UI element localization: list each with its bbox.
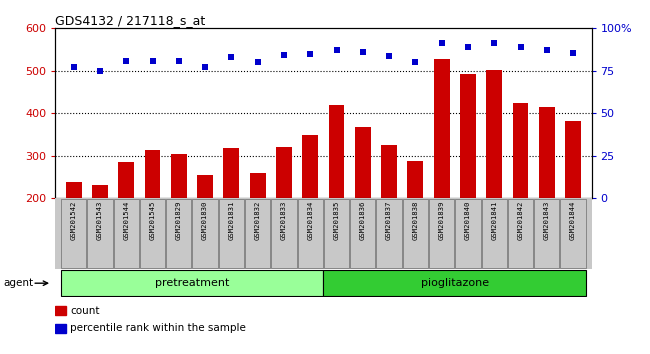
Text: count: count xyxy=(70,306,99,316)
FancyBboxPatch shape xyxy=(508,199,533,268)
FancyBboxPatch shape xyxy=(456,199,480,268)
FancyBboxPatch shape xyxy=(429,199,454,268)
Text: GSM201841: GSM201841 xyxy=(491,200,497,240)
Text: GSM201829: GSM201829 xyxy=(176,200,182,240)
FancyBboxPatch shape xyxy=(192,199,218,268)
Text: agent: agent xyxy=(3,278,33,288)
Text: percentile rank within the sample: percentile rank within the sample xyxy=(70,323,246,333)
Bar xyxy=(250,173,266,198)
Bar xyxy=(355,127,370,198)
Bar xyxy=(118,162,134,198)
Text: GSM201831: GSM201831 xyxy=(228,200,235,240)
FancyBboxPatch shape xyxy=(560,199,586,268)
Text: pretreatment: pretreatment xyxy=(155,278,229,288)
FancyBboxPatch shape xyxy=(219,199,244,268)
Text: GSM201544: GSM201544 xyxy=(124,200,129,240)
Text: GSM201840: GSM201840 xyxy=(465,200,471,240)
Bar xyxy=(460,74,476,198)
Bar xyxy=(276,147,292,198)
Bar xyxy=(408,161,423,198)
Bar xyxy=(92,185,108,198)
FancyBboxPatch shape xyxy=(271,199,296,268)
FancyBboxPatch shape xyxy=(324,199,349,268)
Bar xyxy=(381,145,397,198)
Text: GSM201843: GSM201843 xyxy=(544,200,550,240)
Bar xyxy=(566,120,581,198)
Bar xyxy=(539,107,554,198)
Text: GSM201842: GSM201842 xyxy=(517,200,523,240)
Bar xyxy=(329,105,344,198)
FancyBboxPatch shape xyxy=(140,199,165,268)
Text: GSM201834: GSM201834 xyxy=(307,200,313,240)
FancyBboxPatch shape xyxy=(482,199,507,268)
Text: GSM201830: GSM201830 xyxy=(202,200,208,240)
Bar xyxy=(486,69,502,198)
Bar xyxy=(513,103,528,198)
Bar xyxy=(66,182,81,198)
Bar xyxy=(302,135,318,198)
Bar xyxy=(171,154,187,198)
Text: GSM201837: GSM201837 xyxy=(386,200,392,240)
Text: GSM201844: GSM201844 xyxy=(570,200,576,240)
Text: GSM201836: GSM201836 xyxy=(360,200,366,240)
FancyBboxPatch shape xyxy=(245,199,270,268)
Text: GSM201545: GSM201545 xyxy=(150,200,155,240)
FancyBboxPatch shape xyxy=(87,199,112,268)
Text: pioglitazone: pioglitazone xyxy=(421,278,489,288)
FancyBboxPatch shape xyxy=(403,199,428,268)
FancyBboxPatch shape xyxy=(534,199,560,268)
Text: GSM201543: GSM201543 xyxy=(97,200,103,240)
Bar xyxy=(434,59,450,198)
Text: GSM201835: GSM201835 xyxy=(333,200,339,240)
FancyBboxPatch shape xyxy=(61,199,86,268)
Text: GDS4132 / 217118_s_at: GDS4132 / 217118_s_at xyxy=(55,14,205,27)
Bar xyxy=(197,175,213,198)
FancyBboxPatch shape xyxy=(350,199,376,268)
Text: GSM201838: GSM201838 xyxy=(412,200,419,240)
Text: GSM201833: GSM201833 xyxy=(281,200,287,240)
FancyBboxPatch shape xyxy=(298,199,323,268)
Bar xyxy=(144,150,161,198)
FancyBboxPatch shape xyxy=(166,199,191,268)
Text: GSM201839: GSM201839 xyxy=(439,200,445,240)
Bar xyxy=(324,270,586,296)
Text: GSM201832: GSM201832 xyxy=(255,200,261,240)
FancyBboxPatch shape xyxy=(376,199,402,268)
FancyBboxPatch shape xyxy=(114,199,139,268)
Bar xyxy=(55,306,66,315)
Text: GSM201542: GSM201542 xyxy=(71,200,77,240)
Bar xyxy=(60,270,324,296)
Bar xyxy=(55,324,66,333)
Bar xyxy=(224,148,239,198)
